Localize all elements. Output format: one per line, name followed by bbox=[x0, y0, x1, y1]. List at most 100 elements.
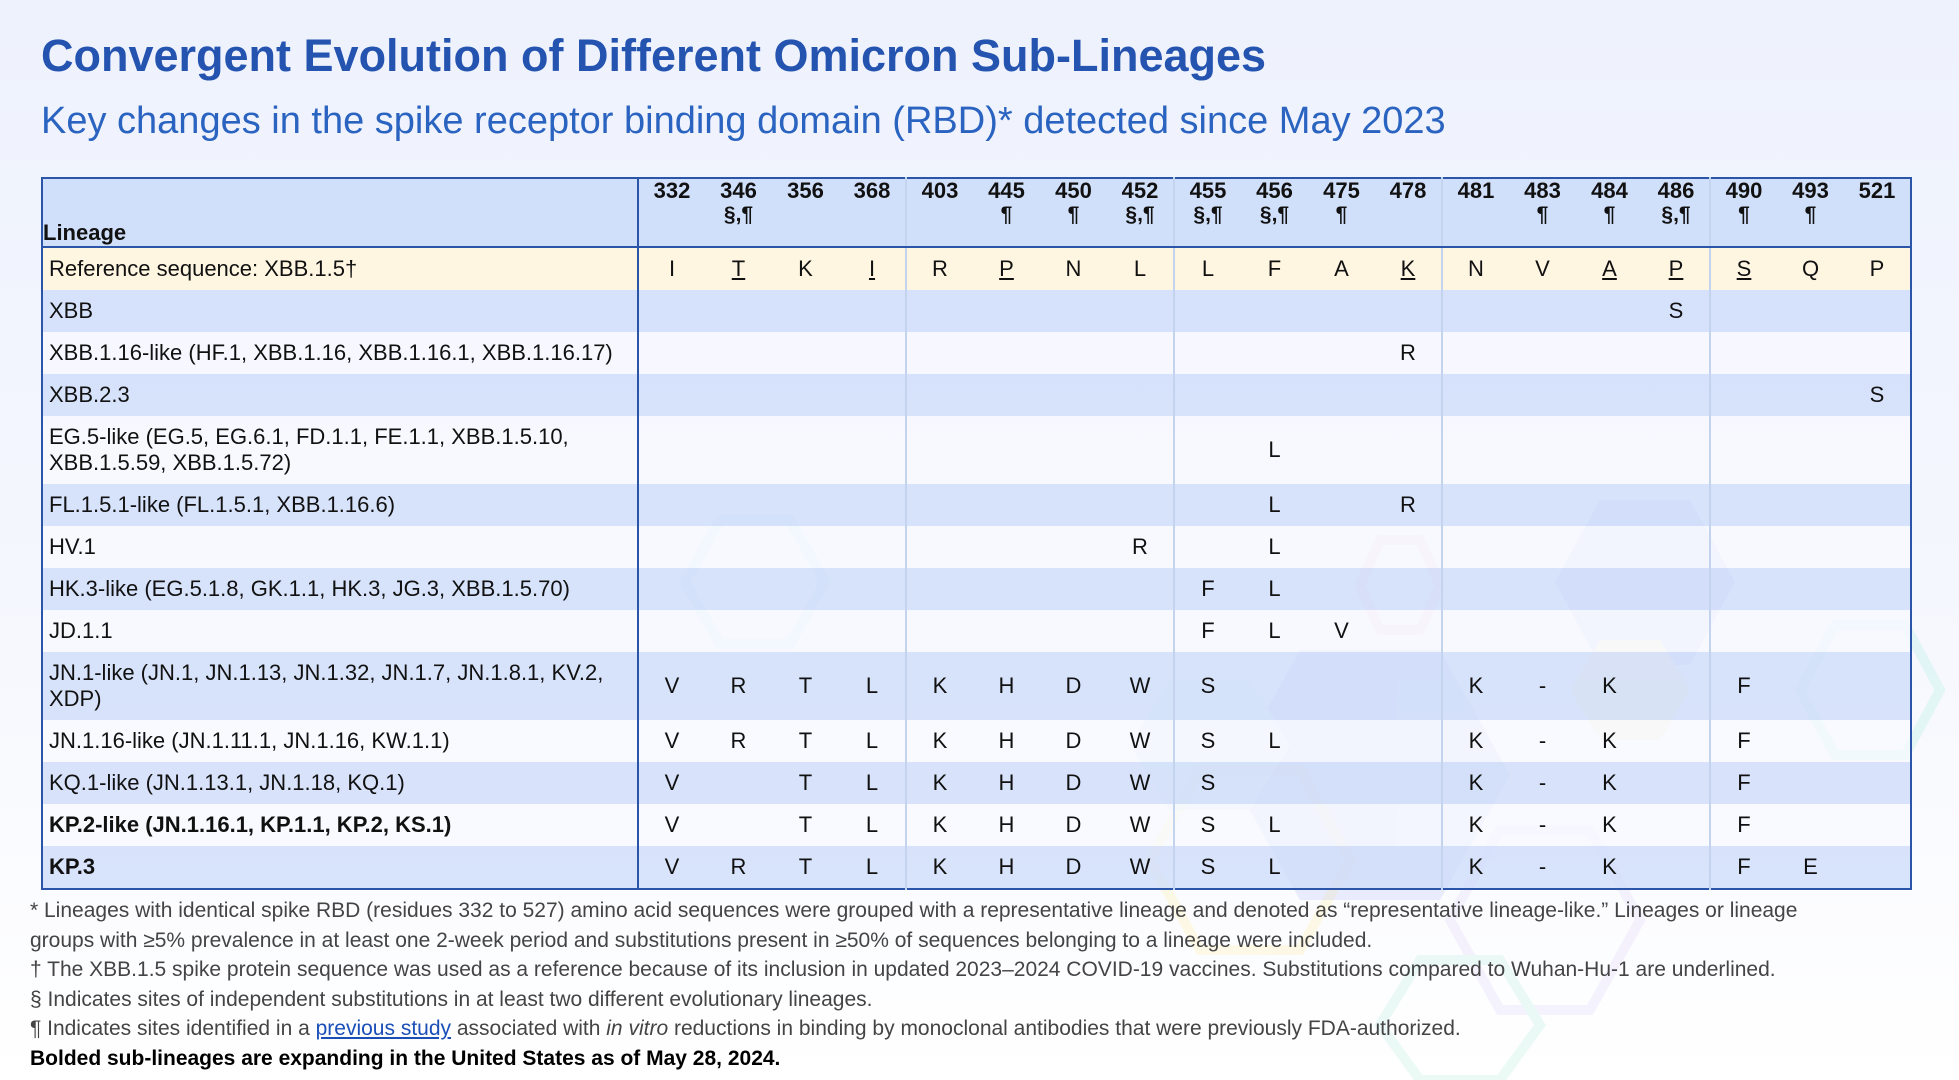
lineage-name: JD.1.1 bbox=[42, 610, 639, 652]
amino-acid-cell bbox=[1509, 416, 1576, 484]
amino-acid-cell: K bbox=[1576, 652, 1643, 720]
amino-acid-cell bbox=[705, 568, 772, 610]
amino-acid-value: L bbox=[1268, 492, 1281, 517]
amino-acid-cell: L bbox=[1107, 247, 1174, 290]
amino-acid-cell bbox=[1509, 374, 1576, 416]
position-number: 475 bbox=[1323, 178, 1360, 203]
amino-acid-cell bbox=[1844, 846, 1911, 889]
amino-acid-cell bbox=[1576, 290, 1643, 332]
amino-acid-cell: R bbox=[1375, 332, 1442, 374]
amino-acid-cell: K bbox=[905, 652, 973, 720]
position-number: 368 bbox=[853, 178, 891, 203]
amino-acid-cell bbox=[1308, 720, 1375, 762]
amino-acid-cell: W bbox=[1107, 652, 1174, 720]
position-number: 456 bbox=[1256, 178, 1293, 203]
amino-acid-cell bbox=[973, 290, 1040, 332]
amino-acid-cell bbox=[772, 290, 839, 332]
amino-acid-value: S bbox=[1200, 770, 1216, 795]
amino-acid-cell bbox=[1441, 610, 1509, 652]
amino-acid-value: R bbox=[730, 728, 747, 753]
amino-acid-cell: S bbox=[1643, 290, 1710, 332]
amino-acid-value: P bbox=[1668, 256, 1684, 281]
amino-acid-cell: H bbox=[973, 804, 1040, 846]
amino-acid-cell bbox=[1643, 484, 1710, 526]
amino-acid-cell bbox=[638, 374, 705, 416]
position-column-header: 490 ¶ bbox=[1709, 178, 1777, 248]
amino-acid-cell bbox=[1509, 568, 1576, 610]
amino-acid-cell bbox=[1441, 526, 1509, 568]
amino-acid-value: T bbox=[798, 812, 813, 837]
amino-acid-cell bbox=[1375, 568, 1442, 610]
amino-acid-cell: L bbox=[839, 846, 906, 889]
amino-acid-cell: F bbox=[1709, 762, 1777, 804]
amino-acid-cell bbox=[1844, 652, 1911, 720]
amino-acid-value: L bbox=[865, 854, 879, 879]
amino-acid-cell bbox=[772, 568, 839, 610]
position-number: 490 bbox=[1725, 178, 1763, 203]
amino-acid-cell: F bbox=[1709, 720, 1777, 762]
amino-acid-cell: V bbox=[638, 804, 705, 846]
amino-acid-value: T bbox=[731, 256, 746, 281]
lineage-name: EG.5-like (EG.5, EG.6.1, FD.1.1, FE.1.1,… bbox=[42, 416, 639, 484]
footnote-pilcrow: ¶ Indicates sites identified in a previo… bbox=[30, 1014, 1950, 1044]
amino-acid-value: W bbox=[1129, 770, 1151, 795]
amino-acid-value: R bbox=[730, 854, 747, 879]
amino-acid-value: D bbox=[1065, 770, 1082, 795]
amino-acid-cell: L bbox=[1241, 526, 1308, 568]
amino-acid-cell: E bbox=[1777, 846, 1844, 889]
amino-acid-cell bbox=[705, 526, 772, 568]
amino-acid-cell: I bbox=[638, 247, 705, 290]
amino-acid-value: D bbox=[1065, 728, 1082, 753]
amino-acid-cell bbox=[705, 484, 772, 526]
amino-acid-value: V bbox=[664, 854, 680, 879]
amino-acid-cell bbox=[905, 416, 973, 484]
amino-acid-cell: - bbox=[1509, 804, 1576, 846]
amino-acid-cell bbox=[1844, 290, 1911, 332]
footnotes: * Lineages with identical spike RBD (res… bbox=[30, 896, 1950, 1073]
amino-acid-value: K bbox=[798, 256, 813, 281]
amino-acid-cell: R bbox=[1375, 484, 1442, 526]
amino-acid-cell bbox=[1777, 804, 1844, 846]
lineage-name: XBB.1.16-like (HF.1, XBB.1.16, XBB.1.16.… bbox=[42, 332, 639, 374]
amino-acid-value: L bbox=[1268, 576, 1281, 601]
position-number: 486 bbox=[1657, 178, 1695, 203]
amino-acid-cell bbox=[1308, 374, 1375, 416]
amino-acid-cell bbox=[1375, 720, 1442, 762]
amino-acid-value: H bbox=[998, 854, 1015, 879]
amino-acid-value: K bbox=[932, 770, 948, 795]
amino-acid-value: I bbox=[668, 256, 676, 281]
amino-acid-value: V bbox=[1535, 256, 1550, 281]
position-number: 346 bbox=[720, 178, 757, 203]
amino-acid-value: R bbox=[1132, 534, 1148, 559]
amino-acid-value: L bbox=[865, 770, 879, 795]
position-column-header: 403 bbox=[905, 178, 973, 248]
position-column-header: 456 §,¶ bbox=[1241, 178, 1308, 248]
amino-acid-cell bbox=[1308, 804, 1375, 846]
position-number: 483 bbox=[1524, 178, 1561, 203]
amino-acid-cell: S bbox=[1173, 846, 1241, 889]
amino-acid-value: E bbox=[1803, 854, 1818, 879]
amino-acid-cell bbox=[705, 610, 772, 652]
footnote-pilcrow-italic: in vitro bbox=[606, 1017, 669, 1040]
amino-acid-cell bbox=[1777, 484, 1844, 526]
amino-acid-value: F bbox=[1737, 728, 1751, 753]
amino-acid-cell: W bbox=[1107, 804, 1174, 846]
amino-acid-cell: A bbox=[1308, 247, 1375, 290]
amino-acid-value: W bbox=[1129, 673, 1151, 698]
amino-acid-cell bbox=[1709, 290, 1777, 332]
amino-acid-cell bbox=[1375, 526, 1442, 568]
amino-acid-cell bbox=[1777, 416, 1844, 484]
amino-acid-cell bbox=[1576, 526, 1643, 568]
amino-acid-value: K bbox=[1468, 812, 1484, 837]
previous-study-link[interactable]: previous study bbox=[315, 1017, 452, 1040]
amino-acid-cell bbox=[1509, 526, 1576, 568]
amino-acid-cell bbox=[1107, 610, 1174, 652]
amino-acid-cell bbox=[905, 610, 973, 652]
amino-acid-value: D bbox=[1065, 673, 1082, 698]
amino-acid-cell: F bbox=[1709, 804, 1777, 846]
amino-acid-cell bbox=[1173, 290, 1241, 332]
amino-acid-cell: P bbox=[1643, 247, 1710, 290]
amino-acid-cell bbox=[1173, 332, 1241, 374]
amino-acid-cell: D bbox=[1040, 720, 1107, 762]
amino-acid-cell bbox=[1040, 290, 1107, 332]
